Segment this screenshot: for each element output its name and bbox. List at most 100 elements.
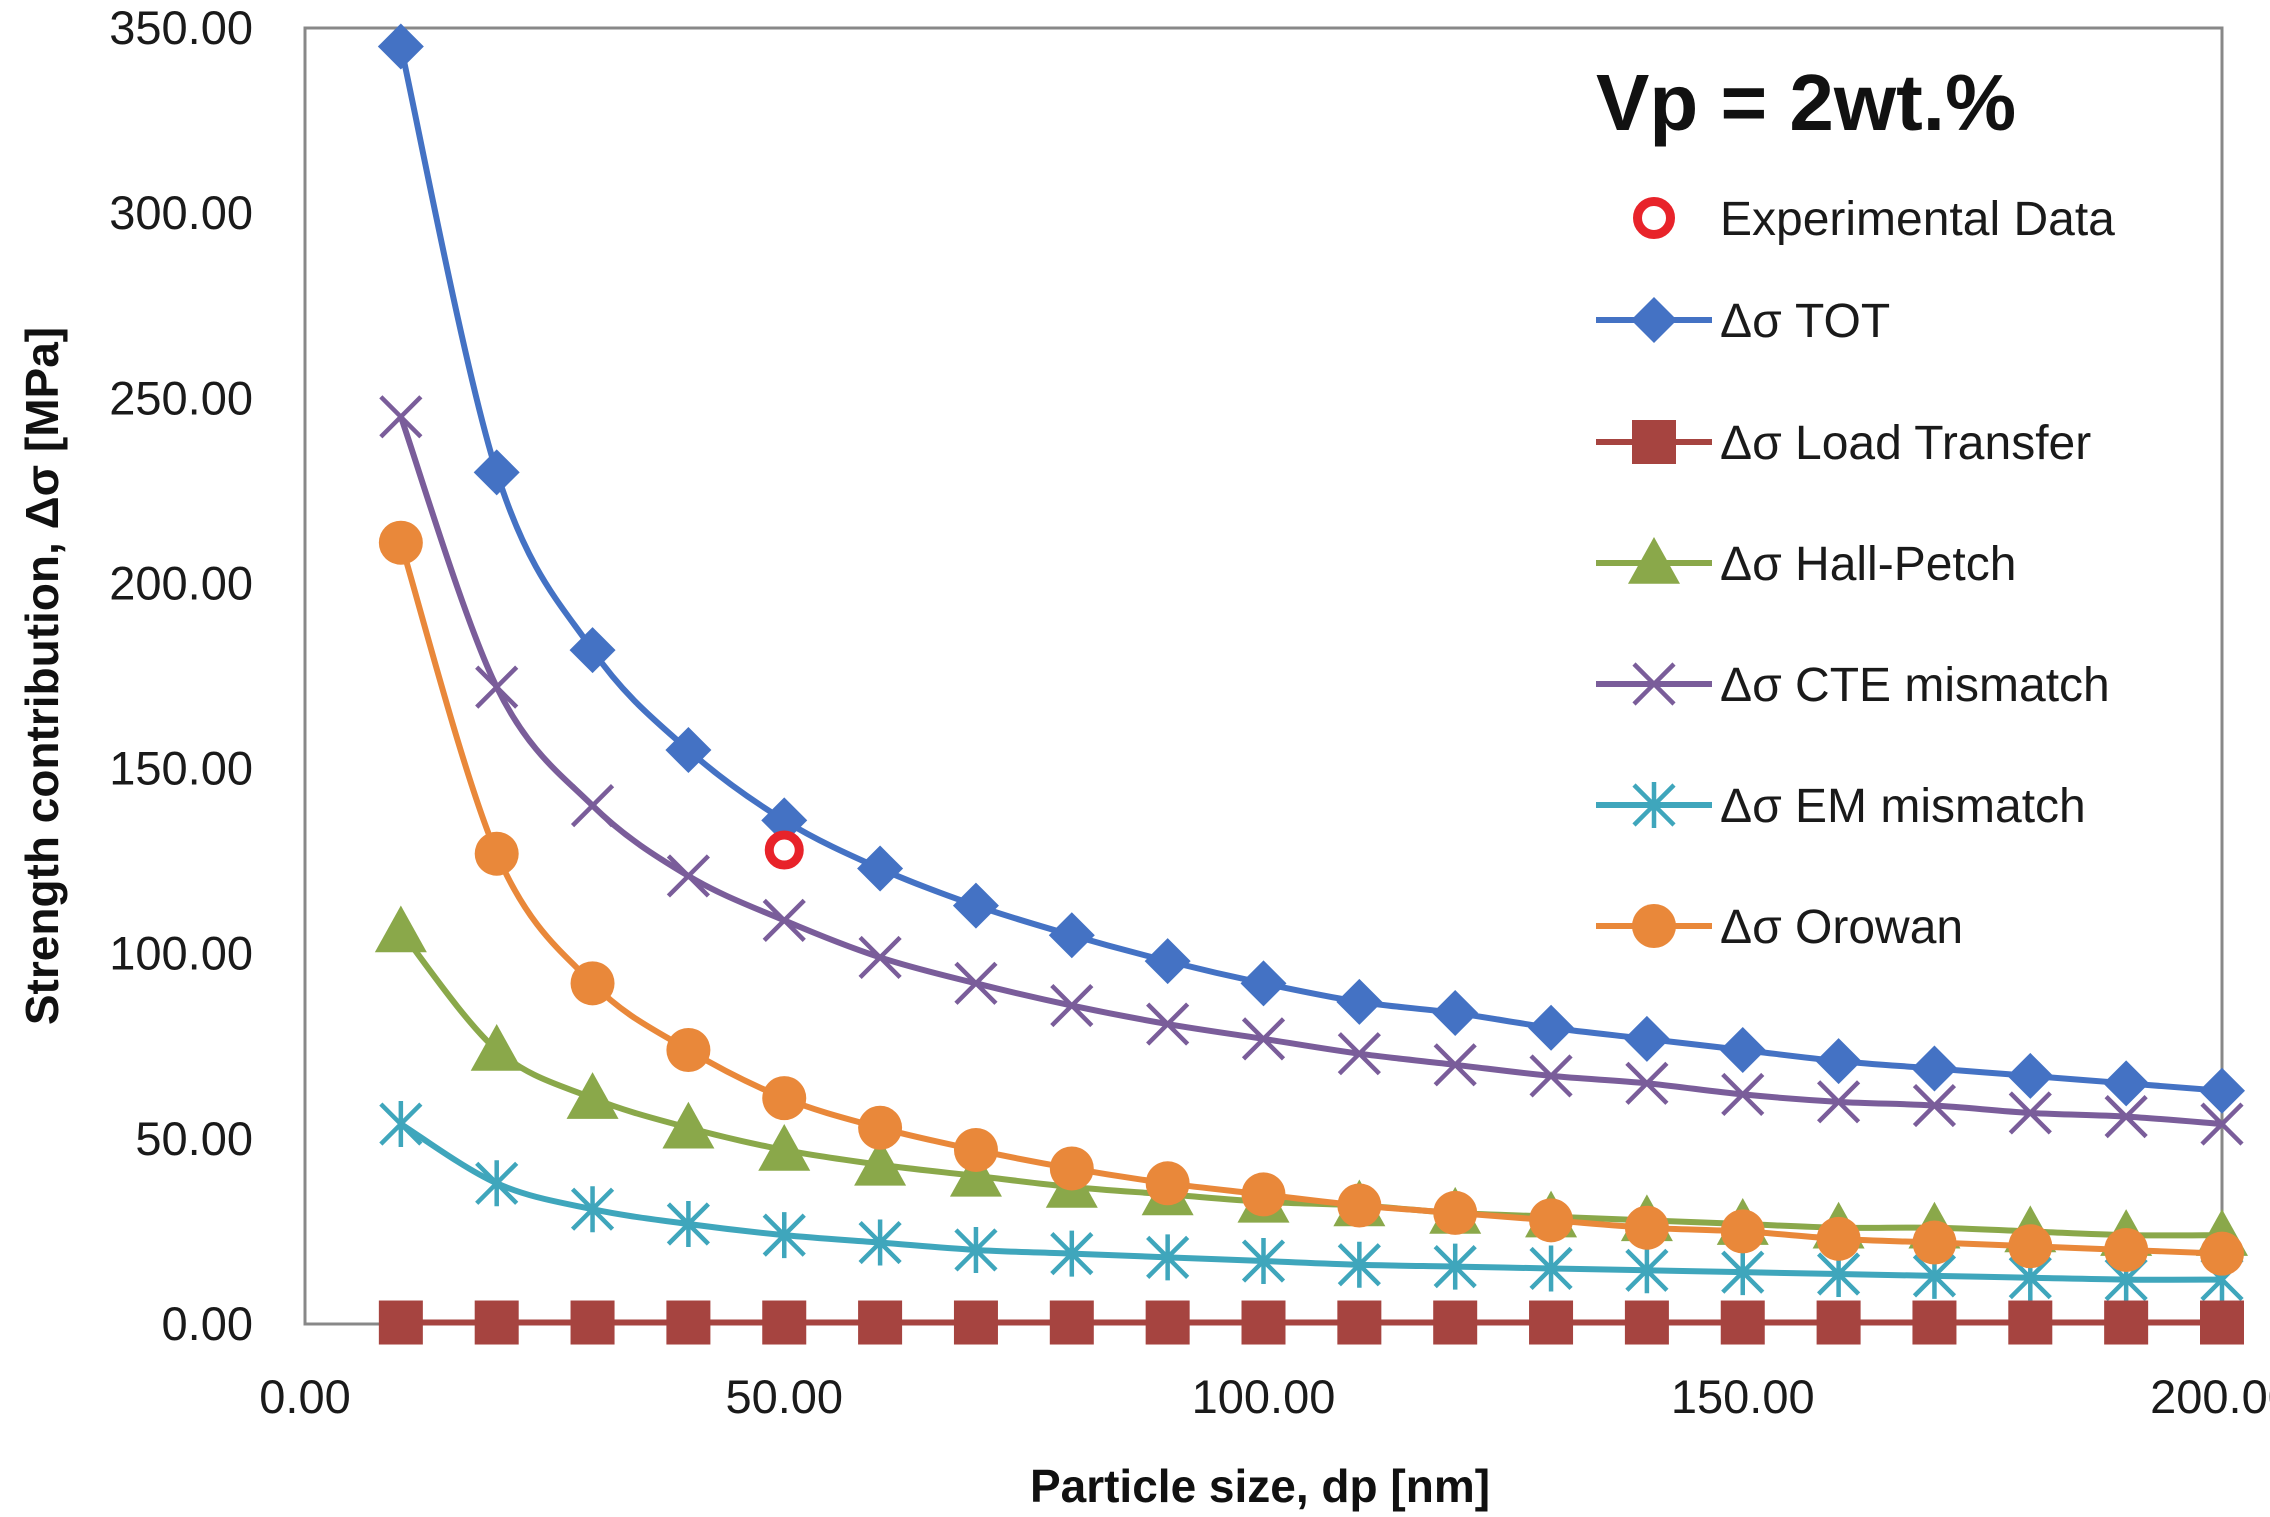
series-layer	[374, 23, 2248, 1345]
data-point	[1049, 1146, 1094, 1191]
data-point	[2104, 1300, 2149, 1345]
data-point	[666, 854, 710, 898]
data-point	[474, 1300, 519, 1345]
data-point	[1146, 1002, 1190, 1046]
x-tick-label: 50.00	[725, 1370, 843, 1423]
data-point	[1241, 1172, 1286, 1217]
data-point	[1241, 1017, 1286, 1061]
legend-marker	[1632, 782, 1676, 828]
data-point	[1911, 1045, 1958, 1092]
data-point	[952, 882, 999, 929]
data-point	[1144, 938, 1191, 985]
data-point	[2008, 1091, 2052, 1135]
data-point	[374, 905, 427, 953]
x-tick-label: 0.00	[259, 1370, 350, 1423]
data-point	[475, 665, 519, 709]
x-tick-label: 150.00	[1671, 1370, 1815, 1423]
data-point	[1720, 1209, 1765, 1254]
data-point	[570, 1300, 615, 1345]
data-point	[377, 23, 424, 70]
data-point	[953, 1300, 998, 1345]
data-point	[2103, 1060, 2150, 1107]
data-point	[1721, 1249, 1765, 1296]
data-point	[665, 727, 712, 774]
data-point	[1241, 1238, 1286, 1285]
data-point	[1529, 1198, 1574, 1243]
data-point	[2200, 1102, 2244, 1146]
experimental-layer	[764, 830, 804, 870]
legend-entry: Δσ Load Transfer	[1596, 417, 2091, 470]
y-tick-label: 250.00	[109, 371, 253, 424]
data-point	[1912, 1300, 1957, 1345]
y-tick-label: 0.00	[162, 1297, 253, 1350]
legend-label: Δσ CTE mismatch	[1720, 659, 2110, 712]
data-point	[858, 1219, 902, 1266]
data-point	[1529, 1300, 1574, 1345]
data-point	[474, 831, 519, 876]
data-point	[2104, 1095, 2148, 1139]
legend-marker	[1632, 662, 1676, 706]
data-point	[1050, 1230, 1094, 1277]
data-point	[1433, 1243, 1477, 1290]
data-point	[857, 845, 904, 892]
data-point	[569, 627, 616, 674]
data-point	[1719, 1026, 1766, 1073]
data-point	[1337, 1300, 1382, 1345]
data-point	[953, 1127, 998, 1172]
x-tick-label: 100.00	[1192, 1370, 1336, 1423]
series-group	[379, 395, 2244, 1146]
x-axis-label: Particle size, dp [nm]	[1030, 1460, 1490, 1512]
data-point	[1816, 1216, 1861, 1261]
data-point	[1433, 1043, 1477, 1087]
data-point	[378, 1300, 423, 1345]
data-point	[1240, 960, 1287, 1007]
y-tick-label: 300.00	[109, 186, 253, 239]
data-point	[1049, 1300, 1094, 1345]
data-point	[473, 449, 520, 496]
data-point	[1048, 912, 1095, 959]
data-point	[379, 1101, 423, 1148]
data-point	[2104, 1227, 2149, 1272]
legend-marker	[1632, 904, 1676, 948]
legend-label: Δσ EM mismatch	[1720, 780, 2086, 833]
legend-entry: Δσ CTE mismatch	[1596, 659, 2110, 712]
legend-entry: Δσ Orowan	[1596, 901, 1963, 954]
data-point	[570, 961, 615, 1006]
legend-label: Δσ Hall-Petch	[1720, 538, 2016, 591]
data-point	[1817, 1080, 1861, 1124]
data-point	[1529, 1054, 1573, 1098]
chart-annotation: Vp = 2wt.%	[1596, 58, 2016, 147]
series-group	[377, 23, 2245, 1114]
data-point	[662, 1101, 715, 1149]
data-point	[1336, 978, 1383, 1025]
data-point	[762, 898, 806, 942]
data-point	[758, 1123, 811, 1171]
data-point	[858, 1300, 903, 1345]
data-point	[1625, 1061, 1669, 1105]
data-point	[854, 1138, 907, 1186]
data-point	[2007, 1052, 2054, 1099]
data-point	[2200, 1300, 2244, 1345]
data-point	[1337, 1032, 1381, 1076]
x-tick-label: 200.00	[2150, 1370, 2270, 1423]
data-point	[1050, 983, 1094, 1028]
data-point	[858, 1105, 903, 1150]
data-point	[666, 1027, 711, 1072]
data-point	[954, 1226, 998, 1273]
data-point	[2008, 1300, 2053, 1345]
legend-entry: Δσ TOT	[1596, 295, 1890, 348]
data-point	[1241, 1300, 1286, 1345]
legend-entry: Δσ EM mismatch	[1596, 780, 2086, 833]
data-point	[1528, 1004, 1575, 1051]
data-point	[1816, 1300, 1861, 1345]
y-tick-label: 150.00	[109, 742, 253, 795]
data-point	[2200, 1231, 2244, 1276]
data-point	[1145, 1300, 1190, 1345]
y-tick-label: 350.00	[109, 1, 253, 54]
data-point	[1433, 1190, 1478, 1235]
legend-marker	[1628, 537, 1680, 584]
x-axis-ticks: 0.00 50.00 100.00 150.00 200.00	[259, 1370, 2270, 1423]
data-point	[666, 1201, 710, 1248]
y-axis-ticks: 0.00 50.00 100.00 150.00 200.00 250.00 300.00 3…	[109, 1, 253, 1350]
data-point	[762, 1300, 807, 1345]
